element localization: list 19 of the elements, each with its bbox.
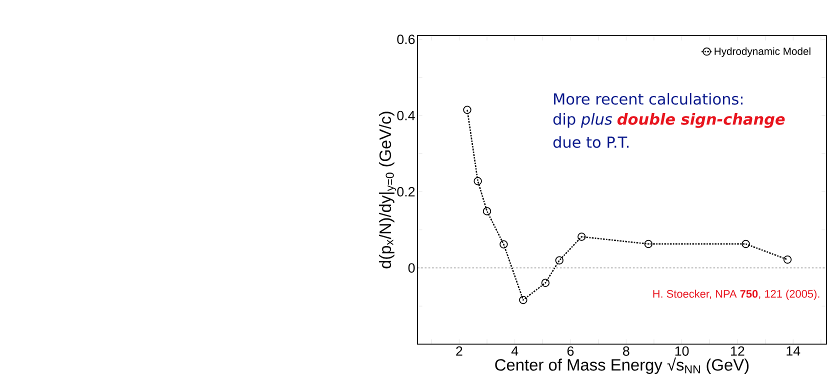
y-tick-label: 0.6 xyxy=(397,34,415,44)
y-axis-title: d(p$_{x}$/N)/dy|$_{y=0}$ (GeV/c) xyxy=(379,112,396,268)
x-tick-label: 10 xyxy=(675,346,689,356)
x-tick-label: 6 xyxy=(567,346,574,356)
annotation: dip plus xyxy=(553,112,612,128)
y-tick-label: 0.2 xyxy=(397,186,415,196)
y-tick-label: 0 xyxy=(408,263,415,273)
annotation: due to P.T. xyxy=(553,136,629,148)
x-tick-label: 14 xyxy=(786,346,800,356)
x-tick-label: 12 xyxy=(731,346,744,356)
y-tick-label: 0.4 xyxy=(397,110,415,120)
x-tick-label: 4 xyxy=(511,346,518,356)
annotation: double sign-change xyxy=(617,112,785,128)
x-tick-label: 2 xyxy=(456,346,462,356)
annotation: H. Stoecker, NPA 750, 121 (2005). xyxy=(653,290,820,300)
x-axis-title: Center of Mass Energy √s$_{NN}$ (GeV) xyxy=(495,357,749,374)
legend-label: Hydrodynamic Model xyxy=(714,47,810,57)
x-tick-label: 8 xyxy=(623,346,630,356)
annotation: More recent calculations: xyxy=(554,92,743,105)
